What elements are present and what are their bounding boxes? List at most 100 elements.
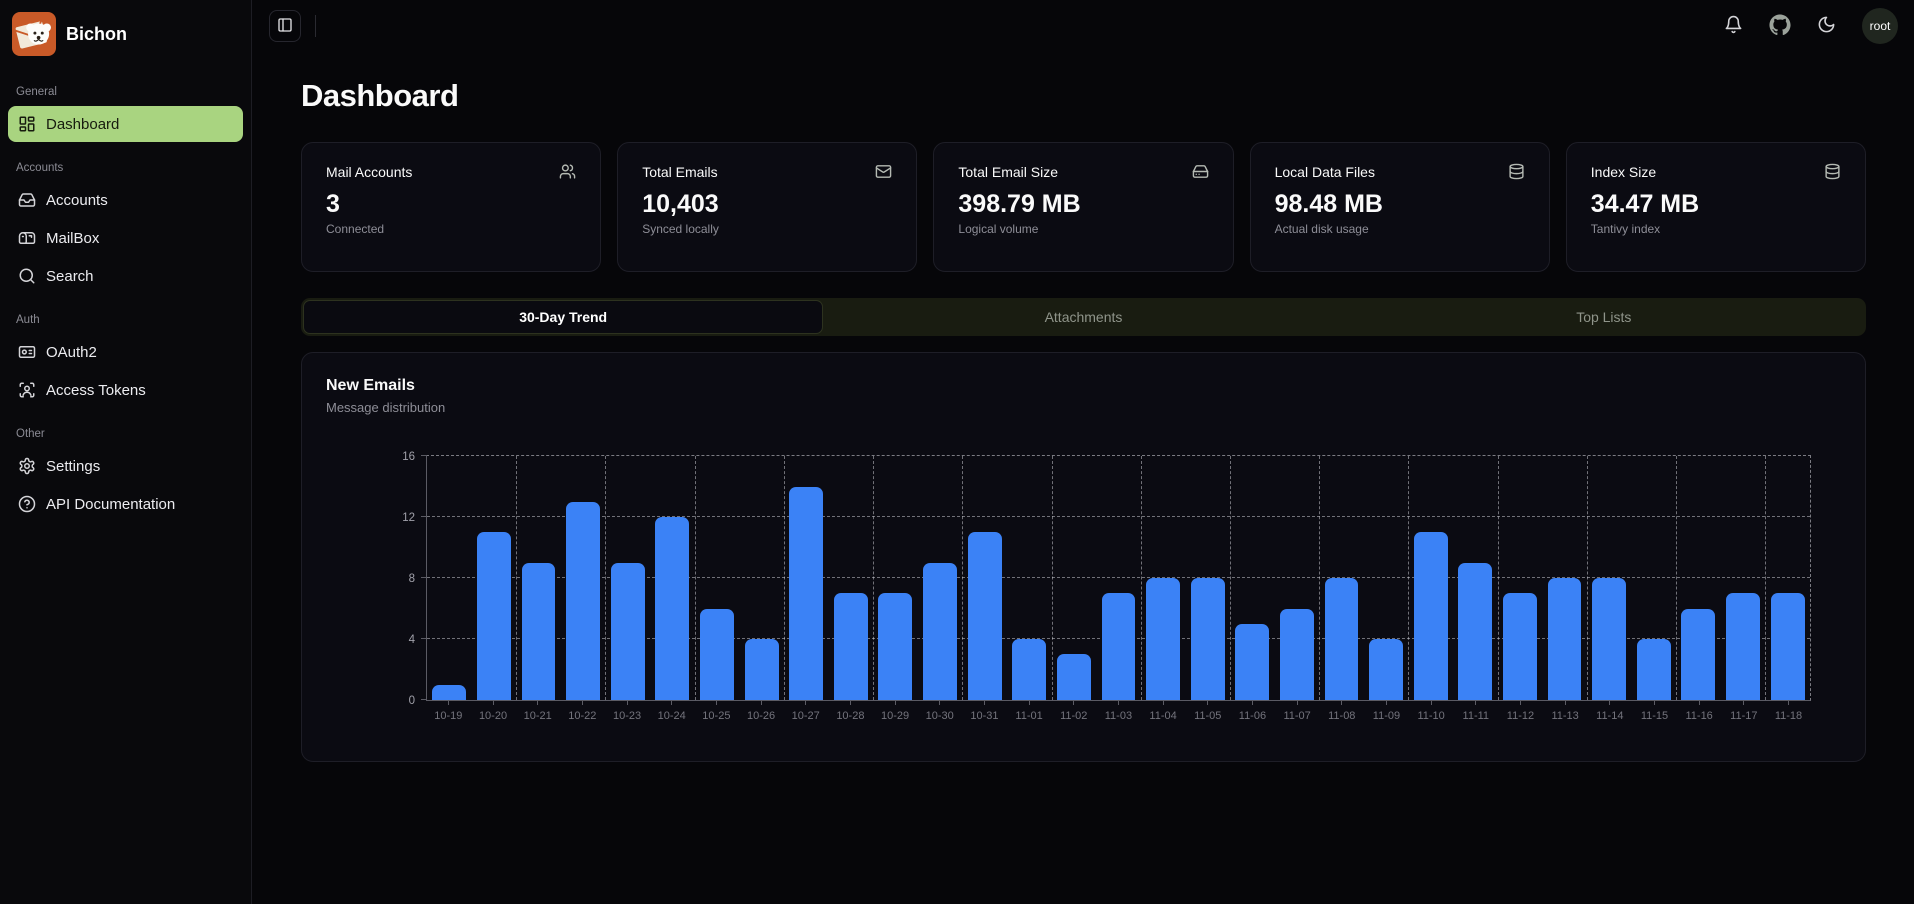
chart-bar-slot xyxy=(516,456,561,700)
chart-bar-10-31[interactable] xyxy=(967,532,1002,700)
chart-gridline xyxy=(427,577,1810,578)
chart-bar-11-05[interactable] xyxy=(1190,578,1225,700)
x-axis-tick-label: 11-02 xyxy=(1060,710,1088,722)
x-axis-tick-label: 11-13 xyxy=(1551,710,1579,722)
tab-top-lists[interactable]: Top Lists xyxy=(1576,309,1632,325)
sidebar-item-label: MailBox xyxy=(46,229,100,247)
sidebar-item-mailbox[interactable]: MailBox xyxy=(8,220,243,256)
x-axis-cell: 10-19 xyxy=(426,701,471,722)
x-axis-tick xyxy=(939,701,941,705)
chart-gridline xyxy=(605,456,607,700)
chart-bar-10-24[interactable] xyxy=(655,517,690,700)
moon-icon xyxy=(1817,15,1836,37)
x-axis-tick-label: 11-15 xyxy=(1640,710,1669,722)
chart-bar-10-22[interactable] xyxy=(566,501,601,700)
stat-card-value: 98.48 MB xyxy=(1274,190,1383,218)
sidebar-item-access-tokens[interactable]: Access Tokens xyxy=(8,372,243,408)
x-axis-tick xyxy=(1385,701,1387,705)
sidebar-toggle-button[interactable] xyxy=(269,10,301,42)
x-axis-tick xyxy=(760,701,762,705)
chart-bar-11-11[interactable] xyxy=(1458,562,1493,700)
chart-bar-11-06[interactable] xyxy=(1235,623,1270,700)
sidebar-item-accounts[interactable]: Accounts xyxy=(8,182,243,218)
sidebar-item-label: Dashboard xyxy=(46,115,120,133)
chart-bar-11-02[interactable] xyxy=(1056,654,1091,700)
notifications-button[interactable] xyxy=(1724,15,1743,37)
sidebar-item-settings[interactable]: Settings xyxy=(8,448,243,484)
inbox-icon xyxy=(18,191,36,209)
chart-gridline xyxy=(1586,456,1588,700)
x-axis-tick xyxy=(671,701,673,705)
chart-bar-10-20[interactable] xyxy=(476,532,511,700)
sidebar-item-api-documentation[interactable]: API Documentation xyxy=(8,486,243,522)
chart-bar-10-30[interactable] xyxy=(923,562,957,700)
panel-left-icon xyxy=(277,17,293,36)
chart-bar-11-10[interactable] xyxy=(1413,532,1448,700)
chart-bar-10-26[interactable] xyxy=(744,639,779,700)
sidebar-item-oauth2[interactable]: OAuth2 xyxy=(8,334,243,370)
x-axis-cell: 11-10 xyxy=(1409,701,1454,722)
sidebar-item-search[interactable]: Search xyxy=(8,258,243,294)
sidebar-item-dashboard[interactable]: Dashboard xyxy=(8,106,243,142)
y-axis-tick-label: 16 xyxy=(402,451,415,463)
theme-toggle-button[interactable] xyxy=(1817,15,1836,37)
x-axis-cell: 11-08 xyxy=(1319,701,1364,722)
chart-bar-11-04[interactable] xyxy=(1146,578,1180,700)
chart-bar-11-15[interactable] xyxy=(1636,639,1671,700)
help-circle-icon xyxy=(18,495,36,513)
sidebar-section: General Dashboard xyxy=(8,80,243,142)
x-axis-tick xyxy=(1698,701,1700,705)
chart-bar-10-19[interactable] xyxy=(432,684,467,700)
chart-bar-10-28[interactable] xyxy=(833,593,868,700)
chart-bar-11-07[interactable] xyxy=(1279,608,1314,700)
chart-bar-11-08[interactable] xyxy=(1324,578,1359,700)
stat-card: Local Data Files 98.48 MB Actual disk usag… xyxy=(1249,142,1550,272)
chart-bar-11-18[interactable] xyxy=(1770,593,1805,700)
tab-attachments[interactable]: Attachments xyxy=(1044,309,1123,325)
chart-bars xyxy=(427,456,1810,700)
tab-30-day-trend[interactable]: 30-Day Trend xyxy=(303,300,824,334)
sidebar-item-label: Settings xyxy=(46,457,101,475)
bichon-dog-envelope-logo xyxy=(12,12,56,56)
x-axis-cell: 10-20 xyxy=(471,701,516,722)
chart-bar-11-03[interactable] xyxy=(1101,593,1136,700)
chart-bar-11-09[interactable] xyxy=(1369,639,1404,700)
github-button[interactable] xyxy=(1769,13,1791,39)
dashboard-icon xyxy=(18,115,36,133)
chart-bar-slot xyxy=(695,456,740,700)
chart-bar-slot xyxy=(1453,456,1498,700)
sidebar: Bichon General Dashboard Accounts Accounts M… xyxy=(0,0,252,904)
chart-bar-11-13[interactable] xyxy=(1547,578,1582,700)
x-axis-cell: 11-07 xyxy=(1275,701,1320,722)
x-axis-tick-label: 11-05 xyxy=(1194,710,1222,722)
chart-bar-11-14[interactable] xyxy=(1592,578,1627,700)
chart-bar-10-29[interactable] xyxy=(878,593,913,700)
chart-bar-11-12[interactable] xyxy=(1502,593,1537,700)
x-axis-tick-label: 10-24 xyxy=(657,710,686,722)
chart-bar-10-25[interactable] xyxy=(700,608,734,700)
x-axis-cell: 11-02 xyxy=(1051,701,1096,722)
chart-bar-11-17[interactable] xyxy=(1726,593,1760,700)
x-axis-tick-label: 10-27 xyxy=(791,710,820,722)
x-axis-tick xyxy=(626,701,628,705)
chart-bar-11-01[interactable] xyxy=(1012,639,1047,700)
chart-bar-10-21[interactable] xyxy=(521,562,556,700)
stat-card-title: Mail Accounts xyxy=(326,163,413,180)
chart-bar-10-23[interactable] xyxy=(610,562,645,700)
chart-bar-slot xyxy=(1676,456,1721,700)
x-axis-cell: 11-16 xyxy=(1677,701,1722,722)
x-axis-tick xyxy=(581,701,583,705)
x-axis-tick-label: 11-09 xyxy=(1372,710,1401,722)
chart-bar-slot xyxy=(427,456,472,700)
chart-bar-slot xyxy=(1319,456,1364,700)
y-axis-tick xyxy=(421,516,427,517)
chart-gridline xyxy=(873,456,875,700)
chart-bar-10-27[interactable] xyxy=(789,486,824,700)
user-avatar[interactable]: root xyxy=(1862,8,1898,44)
chart-bar-11-16[interactable] xyxy=(1681,608,1716,700)
x-axis-cell: 10-26 xyxy=(739,701,784,722)
x-axis-tick xyxy=(1430,701,1432,705)
chart-bar-slot xyxy=(1498,456,1543,700)
x-axis-cell: 11-09 xyxy=(1364,701,1409,722)
tab-bar: 30-Day Trend Attachments Top Lists xyxy=(301,298,1866,336)
